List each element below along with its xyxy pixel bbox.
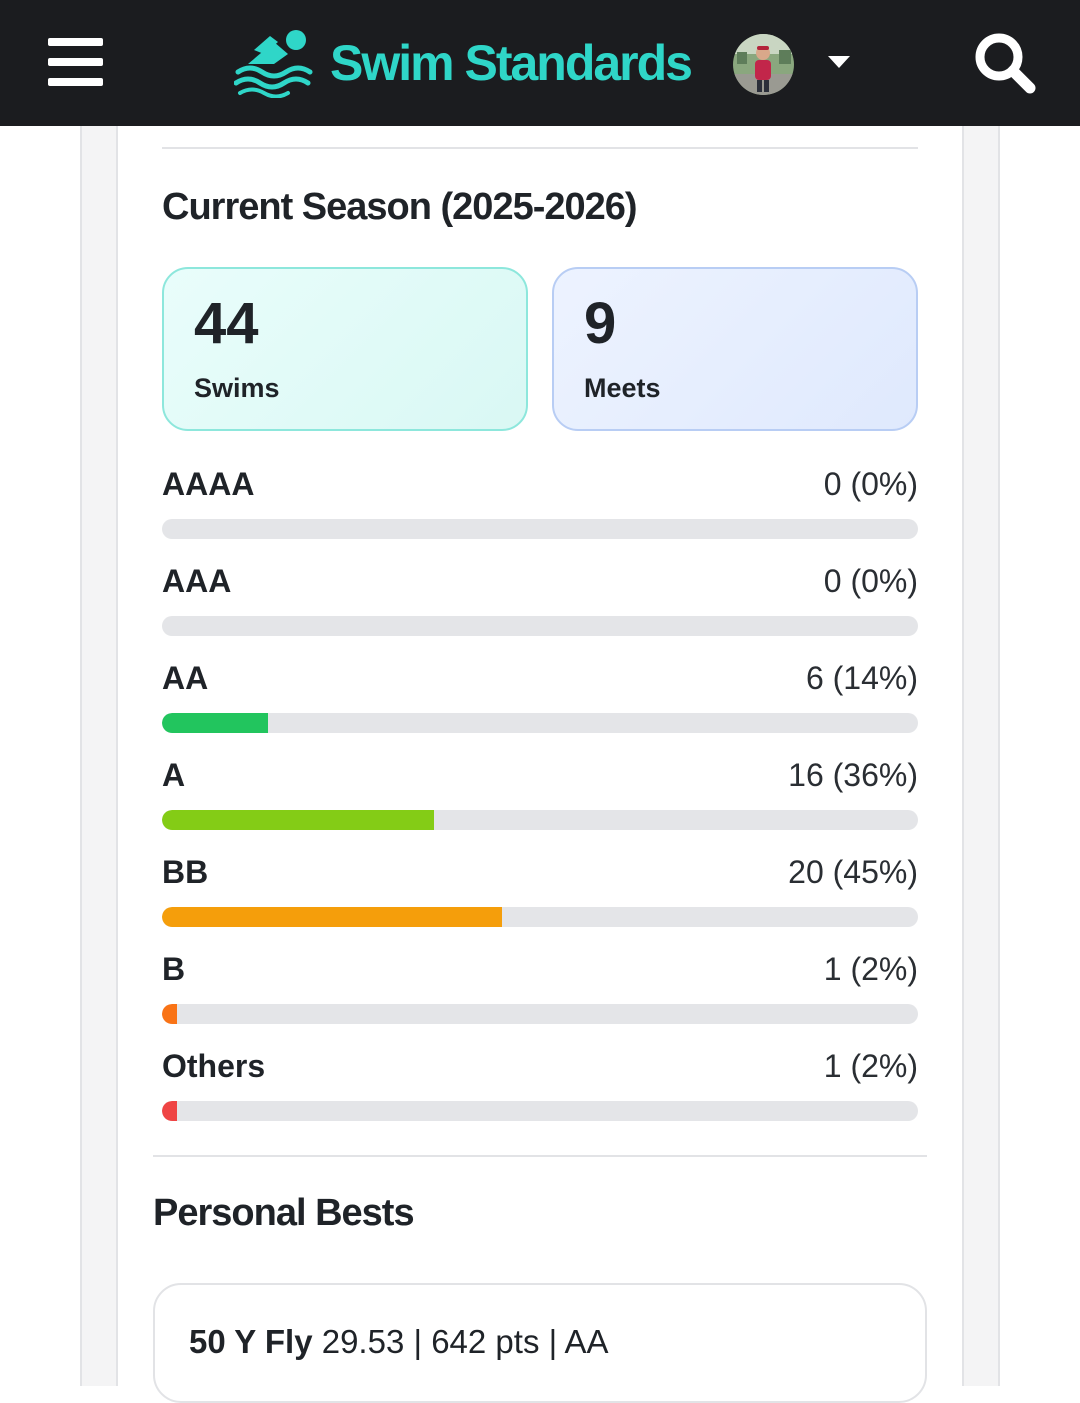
standard-label: B	[162, 951, 186, 987]
section-title: Current Season (2025-2026)	[162, 186, 638, 228]
standard-count: 16 (36%)	[788, 757, 918, 793]
standard-count: 20 (45%)	[788, 854, 918, 890]
swims-count: 44	[194, 291, 259, 356]
standard-label: AAAA	[162, 466, 255, 502]
standard-label: BB	[162, 854, 209, 890]
meets-stat-card: 9 Meets	[552, 267, 918, 431]
top-navigation-bar: Swim Standards	[0, 0, 1080, 126]
standard-row-aa: AA 6 (14%)	[162, 660, 918, 757]
standard-label: AAA	[162, 563, 232, 599]
progress-track	[162, 616, 918, 636]
personal-best-card[interactable]: 50 Y Fly 29.53 | 642 pts | AA	[153, 1283, 927, 1403]
swimmer-icon	[234, 30, 313, 98]
progress-fill	[162, 713, 268, 733]
section-divider	[153, 1155, 927, 1157]
progress-track	[162, 519, 918, 539]
standard-count: 0 (0%)	[823, 563, 918, 599]
personal-best-line: 50 Y Fly 29.53 | 642 pts | AA	[189, 1323, 925, 1361]
standard-row-bb: BB 20 (45%)	[162, 854, 918, 951]
standard-count: 6 (14%)	[805, 660, 918, 696]
standards-breakdown: AAAA 0 (0%) AAA 0 (0%) AA 6 (14%) A 16 (…	[162, 466, 918, 1145]
standard-label: Others	[162, 1048, 266, 1084]
progress-track	[162, 810, 918, 830]
progress-track	[162, 907, 918, 927]
progress-track	[162, 1101, 918, 1121]
standard-row-b: B 1 (2%)	[162, 951, 918, 1048]
hamburger-icon[interactable]	[48, 38, 103, 86]
progress-fill	[162, 810, 435, 830]
progress-track	[162, 1004, 918, 1024]
brand-logo-link[interactable]: Swim Standards	[234, 28, 693, 98]
standard-count: 1 (2%)	[823, 1048, 918, 1084]
progress-fill	[162, 907, 503, 927]
progress-fill	[162, 1101, 178, 1121]
standard-row-a: A 16 (36%)	[162, 757, 918, 854]
personal-best-details: 29.53 | 642 pts | AA	[321, 1323, 609, 1360]
standard-label: A	[162, 757, 186, 793]
standard-row-aaa: AAA 0 (0%)	[162, 563, 918, 660]
personal-best-event: 50 Y Fly	[189, 1323, 313, 1360]
standard-count: 1 (2%)	[823, 951, 918, 987]
progress-track	[162, 713, 918, 733]
search-icon[interactable]	[972, 30, 1038, 96]
standard-row-others: Others 1 (2%)	[162, 1048, 918, 1145]
standard-count: 0 (0%)	[823, 466, 918, 502]
brand-name: Swim Standards	[330, 35, 693, 91]
standard-row-aaaa: AAAA 0 (0%)	[162, 466, 918, 563]
progress-fill	[162, 1004, 178, 1024]
caret-down-icon[interactable]	[828, 56, 850, 68]
swims-stat-card: 44 Swims	[162, 267, 528, 431]
meets-label: Meets	[584, 373, 661, 403]
avatar[interactable]	[733, 34, 794, 95]
standard-label: AA	[162, 660, 209, 696]
swims-label: Swims	[194, 373, 280, 403]
section-divider	[162, 147, 918, 149]
meets-count: 9	[584, 291, 617, 356]
personal-bests-title: Personal Bests	[153, 1192, 415, 1234]
